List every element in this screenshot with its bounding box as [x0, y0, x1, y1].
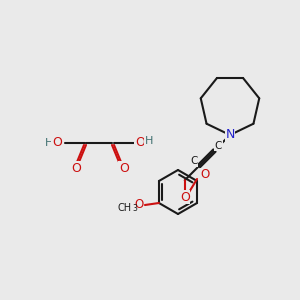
Text: O: O — [135, 136, 145, 149]
Text: C: C — [215, 141, 222, 151]
Text: O: O — [200, 169, 210, 182]
Text: O: O — [119, 161, 129, 175]
Text: N: N — [225, 128, 235, 142]
Text: H: H — [145, 136, 153, 146]
Text: O: O — [180, 191, 190, 204]
Text: C: C — [190, 156, 198, 166]
Text: O: O — [134, 197, 144, 211]
Text: O: O — [52, 136, 62, 149]
Text: H: H — [45, 138, 53, 148]
Text: O: O — [71, 161, 81, 175]
Text: CH: CH — [118, 203, 132, 213]
Text: 3: 3 — [132, 204, 137, 213]
